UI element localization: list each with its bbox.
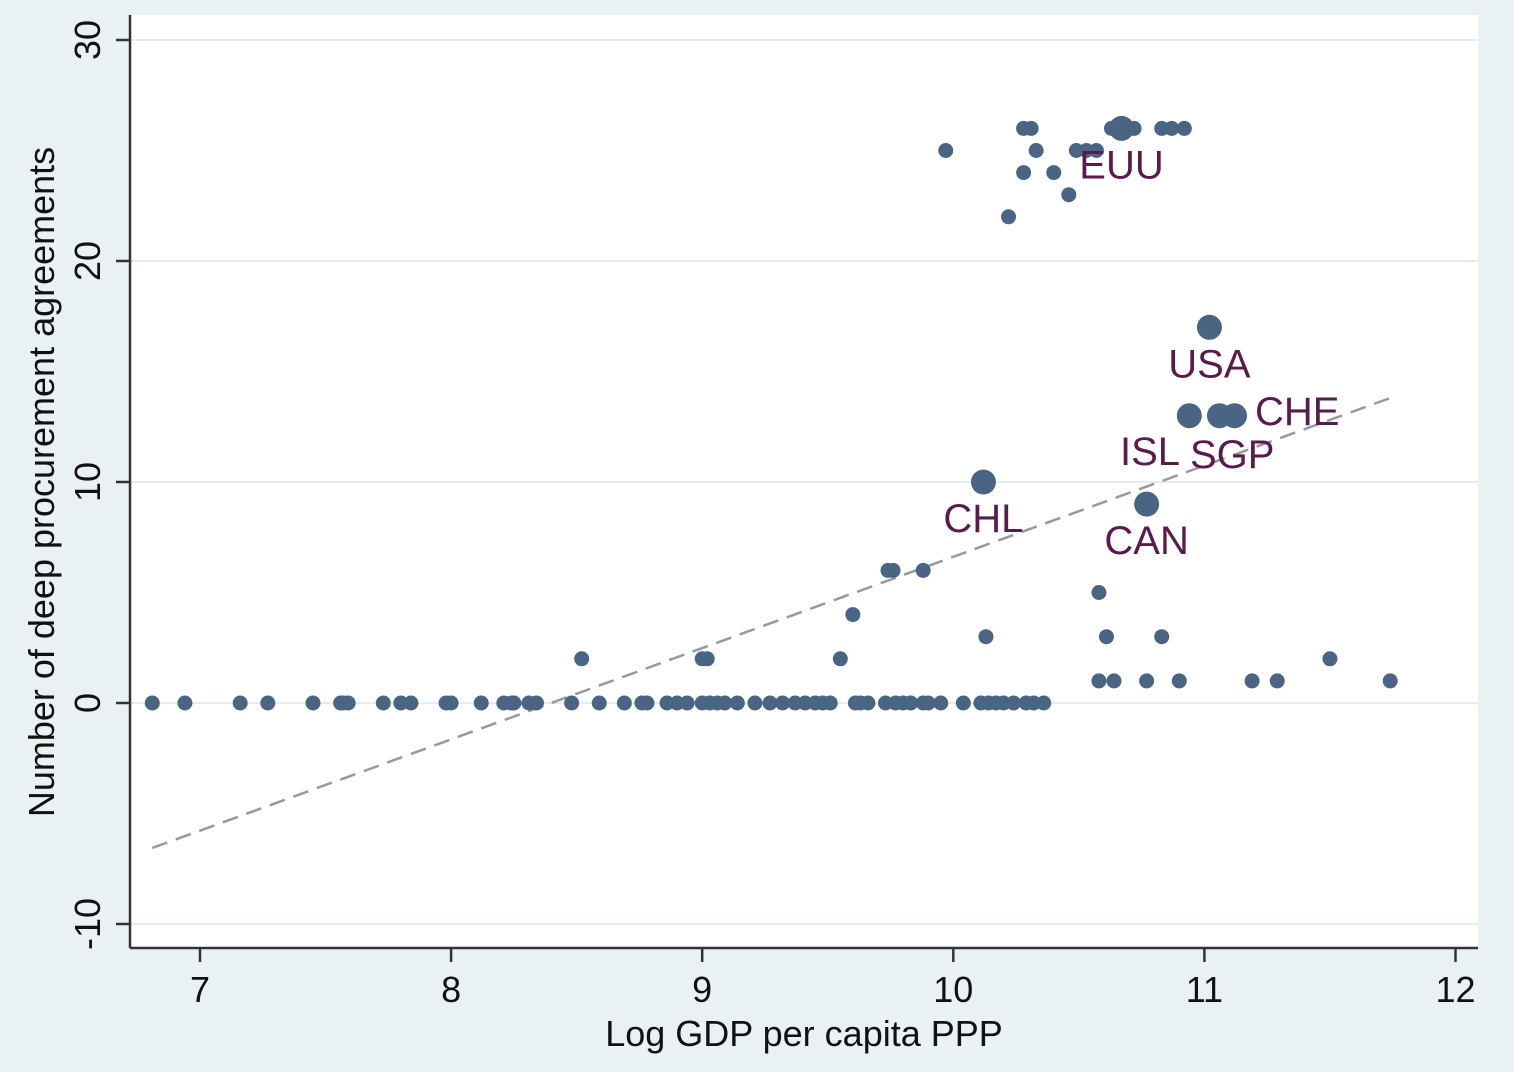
data-point [1046,165,1062,181]
data-point [1091,673,1107,689]
y-tick-label: 20 [67,241,108,281]
labeled-data-point [1134,491,1160,517]
data-point [679,695,695,711]
y-tick-label: 30 [67,20,108,60]
data-point [574,651,590,667]
data-point [375,695,391,711]
data-point [403,695,419,711]
data-point [232,695,248,711]
data-point [915,562,931,578]
data-point [1176,120,1192,136]
point-label: ISL [1120,430,1180,474]
data-point [978,629,994,645]
data-point [528,695,544,711]
data-point [506,695,522,711]
point-label: CHE [1255,390,1339,434]
point-label: CAN [1104,519,1188,563]
data-point [933,695,949,711]
data-point [1106,673,1122,689]
data-point [1028,143,1044,158]
data-point [955,695,971,711]
data-point [305,695,321,711]
point-label: USA [1168,342,1251,386]
data-point [1269,673,1285,689]
x-tick-label: 11 [1186,969,1223,1010]
data-point [885,562,901,578]
labeled-data-point [1109,115,1135,141]
x-tick-label: 12 [1435,969,1475,1010]
data-point [1154,629,1170,645]
x-tick-label: 8 [441,969,461,1010]
data-point [144,695,160,711]
data-point [591,695,607,711]
point-label: CHL [943,497,1023,541]
data-point [1088,143,1104,158]
data-point [340,695,356,711]
data-point [260,695,276,711]
data-point [177,695,193,711]
data-point [860,695,876,711]
data-point [1322,651,1338,667]
y-axis-title: Number of deep procurement agreements [21,147,62,817]
x-axis-title: Log GDP per capita PPP [605,1013,1003,1054]
x-tick-label: 10 [933,969,973,1010]
x-tick-label: 7 [190,969,210,1010]
point-label: EUU [1079,143,1163,187]
data-point [1016,165,1032,181]
data-point [639,695,655,711]
data-point [729,695,745,711]
data-point [717,695,733,711]
data-point [1139,673,1155,689]
data-point [1061,187,1077,203]
data-point [1171,673,1187,689]
y-tick-label: 0 [67,693,108,713]
data-point [1098,629,1114,645]
data-point [699,651,715,667]
data-point [938,143,954,158]
data-point [564,695,580,711]
data-point [1001,209,1017,225]
labeled-data-point [1176,403,1202,429]
labeled-data-point [970,469,996,495]
data-point [920,695,936,711]
data-point [1006,695,1022,711]
data-point [616,695,632,711]
data-point [747,695,763,711]
labeled-data-point [1196,314,1222,340]
data-point [1164,120,1180,136]
data-point [903,695,919,711]
data-point [845,607,861,623]
data-point [1382,673,1398,689]
data-point [775,695,791,711]
data-point [1244,673,1260,689]
data-point [832,651,848,667]
point-label: SGP [1190,433,1274,477]
data-point [822,695,838,711]
data-point [1036,695,1052,711]
data-point [1023,120,1039,136]
x-tick-label: 9 [692,969,712,1010]
y-tick-label: 10 [67,462,108,502]
data-point [473,695,489,711]
data-point [1091,585,1107,600]
data-point [443,695,459,711]
data-point [762,695,778,711]
y-tick-label: -10 [67,898,108,950]
fit-line [151,396,1391,850]
labeled-data-point [1222,403,1248,429]
